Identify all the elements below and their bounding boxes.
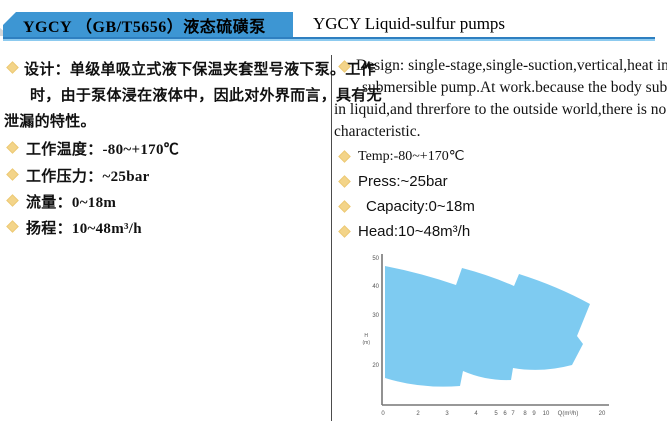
x-tick-6: 6: [503, 411, 507, 417]
spec-en-press: Press:~25bar: [358, 173, 448, 190]
x-tick-9: 9: [532, 411, 536, 417]
bullet-diamond-icon: [338, 175, 351, 188]
x-tick-3: 3: [445, 411, 449, 417]
x-axis-label: Q(m³/h): [558, 411, 579, 417]
design-en-line-1: Design: single-stage,single-suction,vert…: [356, 57, 667, 74]
bullet-diamond-icon: [6, 168, 19, 181]
y-axis-label-unit: (m): [363, 340, 371, 346]
spec-cn-temp: 工作温度：-80~+170℃: [26, 142, 180, 158]
x-tick-8: 8: [523, 411, 527, 417]
spec-cn-capacity: 流量：0~18m: [26, 195, 117, 211]
x-tick-2: 2: [416, 411, 420, 417]
bullet-diamond-icon: [338, 225, 351, 238]
design-cn-line-2: 时，由于泵体浸在液体中，因此对外界而言，具有无: [30, 88, 382, 104]
bullet-diamond-icon: [6, 61, 19, 74]
spec-en-capacity: Capacity:0~18m: [366, 198, 475, 215]
design-en-line-2: submersible pump.At work.because the bod…: [362, 79, 667, 96]
chart-envelope-area: [385, 266, 590, 387]
column-divider: [331, 55, 332, 421]
x-tick-10: 10: [543, 411, 550, 417]
y-tick-50: 50: [372, 256, 379, 262]
design-cn-line-3: 泄漏的特性。: [4, 114, 96, 130]
bullet-diamond-icon: [338, 200, 351, 213]
performance-chart: 50 40 30 20 H (m) 0 2 3 4 5 6 7 8 9 10 2…: [363, 254, 609, 417]
x-tick-4: 4: [474, 411, 478, 417]
y-tick-40: 40: [372, 284, 379, 290]
bullet-diamond-icon: [6, 220, 19, 233]
y-tick-20: 20: [372, 363, 379, 369]
bullet-diamond-icon: [6, 194, 19, 207]
page-title-chinese: YGCY （GB/T5656）液态硫磺泵: [23, 18, 266, 36]
bullet-diamond-icon: [6, 141, 19, 154]
x-tick-0: 0: [381, 411, 385, 417]
spec-en-temp: Temp:-80~+170℃: [358, 149, 465, 164]
bullet-diamond-icon: [338, 150, 351, 163]
design-en-line-3: in liquid,and threrfore to the outside w…: [334, 101, 667, 118]
x-tick-20: 20: [599, 411, 606, 417]
page-title-english: YGCY Liquid-sulfur pumps: [313, 14, 506, 33]
header-bar: YGCY （GB/T5656）液态硫磺泵: [3, 12, 293, 37]
y-tick-30: 30: [372, 313, 379, 319]
x-tick-5: 5: [494, 411, 498, 417]
spec-en-head: Head:10~48m³/h: [358, 223, 471, 240]
spec-cn-head: 扬程：10~48m³/h: [26, 221, 142, 237]
header-underline: [3, 37, 655, 41]
y-axis-label-h: H: [364, 333, 368, 339]
spec-cn-press: 工作压力：~25bar: [26, 169, 150, 185]
x-tick-7: 7: [511, 411, 515, 417]
design-cn-line-1: 设计：单级单吸立式液下保温夹套型号液下泵。工作: [24, 62, 376, 78]
design-en-line-4: characteristic.: [334, 123, 421, 140]
